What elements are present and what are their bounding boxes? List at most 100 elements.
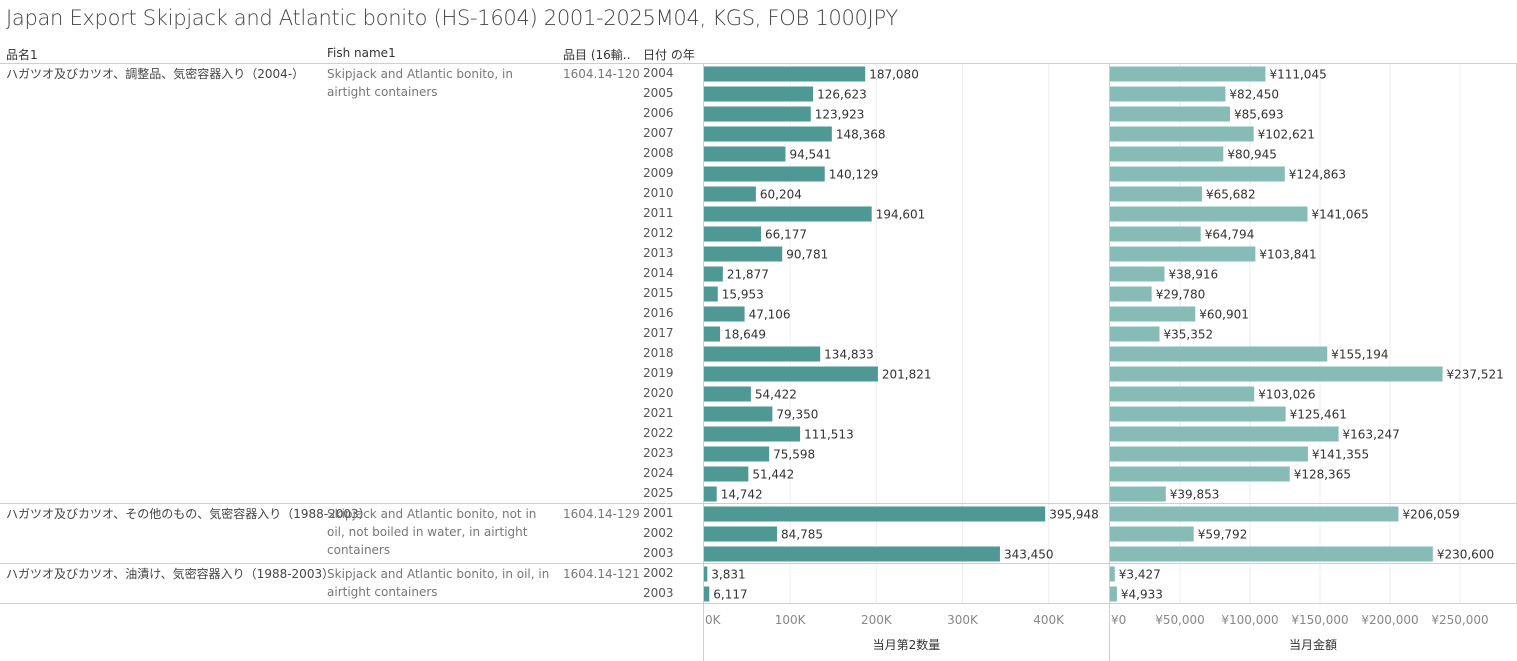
value-data-label: ¥60,901: [1199, 308, 1249, 322]
qty-data-label: 111,513: [804, 428, 854, 442]
year-label: 2015: [643, 286, 674, 300]
qty-bar: [704, 306, 745, 322]
year-label: 2023: [643, 446, 674, 460]
value-data-label: ¥128,365: [1294, 468, 1351, 482]
value-data-label: ¥125,461: [1290, 408, 1347, 422]
header-fish-name[interactable]: Fish name1: [327, 46, 396, 60]
qty-bar: [704, 466, 749, 482]
qty-bar: [704, 186, 756, 202]
qty-bar: [704, 366, 878, 382]
value-data-label: ¥80,945: [1227, 148, 1277, 162]
value-bar: [1110, 326, 1160, 342]
group-divider: [0, 563, 1517, 564]
value-bar: [1110, 206, 1308, 222]
value-bar: [1110, 226, 1201, 242]
value-bar: [1110, 526, 1194, 542]
value-bar: [1110, 246, 1256, 262]
year-label: 2010: [643, 186, 674, 200]
qty-bar: [704, 506, 1046, 522]
qty-data-label: 123,923: [815, 108, 865, 122]
value-data-label: ¥163,247: [1343, 428, 1400, 442]
qty-data-label: 187,080: [869, 68, 919, 82]
group-code: 1604.14-121: [563, 567, 640, 581]
tick-label: 200K: [861, 613, 893, 627]
value-data-label: ¥38,916: [1168, 268, 1218, 282]
qty-bar: [704, 546, 1000, 562]
qty-data-label: 66,177: [765, 228, 807, 242]
tick-label: 300K: [947, 613, 979, 627]
year-label: 2003: [643, 586, 674, 600]
value-bar: [1110, 146, 1224, 162]
group-name1: ハガツオ及びカツオ、その他のもの、気密容器入り（1988-2003）: [6, 507, 371, 521]
group-code: 1604.14-120: [563, 67, 640, 81]
value-data-label: ¥59,792: [1198, 528, 1248, 542]
qty-bar: [704, 66, 866, 82]
year-label: 2006: [643, 106, 674, 120]
group-name1: ハガツオ及びカツオ、油漬け、気密容器入り（1988-2003）: [6, 567, 335, 581]
header-year[interactable]: 日付 の年: [643, 48, 695, 62]
value-bar: [1110, 486, 1166, 502]
year-label: 2005: [643, 86, 674, 100]
year-label: 2022: [643, 426, 674, 440]
group-name1: ハガツオ及びカツオ、調整品、気密容器入り（2004-）: [6, 67, 305, 81]
qty-data-label: 140,129: [829, 168, 879, 182]
qty-data-label: 15,953: [722, 288, 764, 302]
header-name1[interactable]: 品名1: [6, 48, 38, 62]
qty-bar: [704, 586, 710, 602]
qty-data-label: 194,601: [876, 208, 926, 222]
qty-data-label: 90,781: [786, 248, 828, 262]
value-data-label: ¥39,853: [1170, 488, 1220, 502]
group-fish-name: Skipjack and Atlantic bonito, in oil, in…: [327, 567, 550, 599]
value-bar: [1110, 406, 1286, 422]
qty-bar: [704, 526, 778, 542]
header-code[interactable]: 品目 (16輸..: [563, 48, 631, 62]
year-label: 2012: [643, 226, 674, 240]
value-data-label: ¥29,780: [1156, 288, 1206, 302]
qty-data-label: 18,649: [724, 328, 766, 342]
value-bar: [1110, 66, 1266, 82]
year-label: 2009: [643, 166, 674, 180]
qty-data-label: 84,785: [781, 528, 823, 542]
value-bar: [1110, 166, 1285, 182]
qty-bar: [704, 226, 762, 242]
value-data-label: ¥141,065: [1311, 208, 1368, 222]
value-data-label: ¥103,026: [1258, 388, 1315, 402]
group-code: 1604.14-129: [563, 507, 640, 521]
tick-label: ¥50,000: [1155, 613, 1205, 627]
value-bar: [1110, 386, 1255, 402]
qty-data-label: 148,368: [836, 128, 886, 142]
value-data-label: ¥206,059: [1402, 508, 1459, 522]
group-fish-name: Skipjack and Atlantic bonito, not in oil…: [327, 507, 537, 557]
qty-data-label: 47,106: [749, 308, 791, 322]
axis-title: 当月第2数量: [873, 637, 941, 652]
value-data-label: ¥103,841: [1259, 248, 1316, 262]
value-data-label: ¥141,355: [1312, 448, 1369, 462]
value-bar: [1110, 426, 1339, 442]
value-bar: [1110, 106, 1230, 122]
chart-title: Japan Export Skipjack and Atlantic bonit…: [6, 6, 898, 30]
group-divider: [0, 503, 1517, 504]
qty-data-label: 126,623: [817, 88, 867, 102]
value-data-label: ¥155,194: [1331, 348, 1388, 362]
qty-bar: [704, 566, 708, 582]
panel-divider: [703, 63, 704, 661]
tick-label: 100K: [775, 613, 807, 627]
group-divider: [0, 603, 1517, 604]
qty-bar: [704, 326, 721, 342]
qty-data-label: 21,877: [727, 268, 769, 282]
axis-title: 当月金額: [1289, 637, 1337, 652]
qty-data-label: 54,422: [755, 388, 797, 402]
year-label: 2017: [643, 326, 674, 340]
year-label: 2002: [643, 526, 674, 540]
year-label: 2004: [643, 66, 674, 80]
qty-bar: [704, 486, 717, 502]
year-label: 2020: [643, 386, 674, 400]
qty-data-label: 14,742: [721, 488, 763, 502]
value-bar: [1110, 286, 1152, 302]
year-label: 2021: [643, 406, 674, 420]
value-bar: [1110, 266, 1165, 282]
tick-label: ¥150,000: [1291, 613, 1348, 627]
qty-data-label: 51,442: [752, 468, 794, 482]
qty-bar: [704, 266, 723, 282]
year-label: 2007: [643, 126, 674, 140]
